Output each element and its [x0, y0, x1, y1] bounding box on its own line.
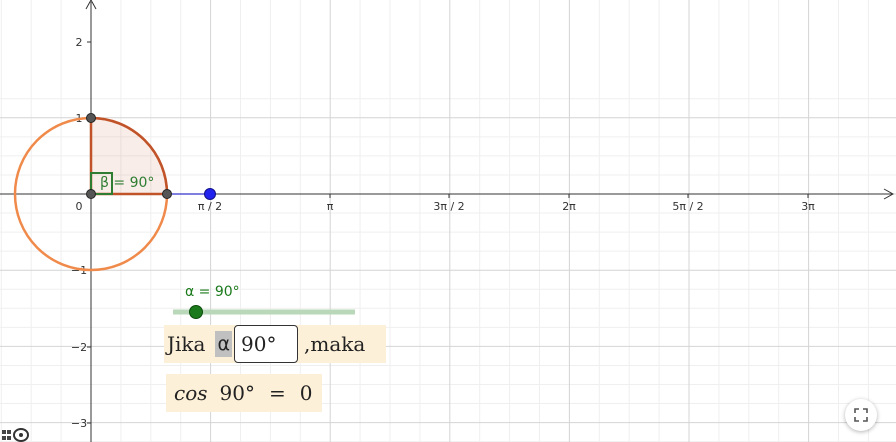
y-axis-arrow-icon: [85, 0, 97, 10]
result-equals: =: [268, 381, 286, 405]
input-row: Jika α ,maka: [164, 325, 386, 363]
fullscreen-icon: [854, 408, 868, 422]
x-tick-label: 5π / 2: [672, 200, 703, 213]
x-tick-label: π: [327, 200, 334, 213]
alpha-input[interactable]: [234, 325, 298, 363]
x-tick-label: π / 2: [198, 200, 222, 213]
x-tick-marks: [209, 194, 809, 198]
point-origin[interactable]: [86, 189, 96, 199]
result-value: 0: [299, 381, 313, 405]
fullscreen-button[interactable]: [845, 399, 877, 431]
result-angle: 90°: [219, 381, 255, 405]
x-axis-arrow-icon: [883, 188, 895, 200]
point-top[interactable]: [86, 113, 96, 123]
prefix-text: Jika: [167, 332, 206, 356]
geogebra-logo-icon[interactable]: [2, 425, 30, 442]
alpha-symbol: α: [215, 331, 232, 357]
right-angle-marker: [90, 172, 113, 195]
origin-label: 0: [76, 200, 83, 213]
point-right[interactable]: [162, 189, 172, 199]
x-tick-label: 2π: [562, 200, 576, 213]
y-tick-label: 2: [76, 36, 83, 49]
result-row: cos 90° = 0: [166, 374, 322, 412]
x-tick-label: 3π / 2: [433, 200, 464, 213]
angle-sector[interactable]: [89, 116, 169, 196]
suffix-text: ,maka: [304, 332, 366, 356]
point-alpha[interactable]: [204, 188, 216, 200]
y-tick-label: −3: [71, 417, 87, 430]
slider-label: α = 90°: [185, 284, 240, 300]
slider-handle[interactable]: [189, 305, 203, 319]
y-tick-label: −2: [71, 341, 87, 354]
x-tick-label: 3π: [801, 200, 815, 213]
result-func: cos: [174, 381, 208, 405]
angle-beta-label: β = 90°: [100, 175, 154, 191]
